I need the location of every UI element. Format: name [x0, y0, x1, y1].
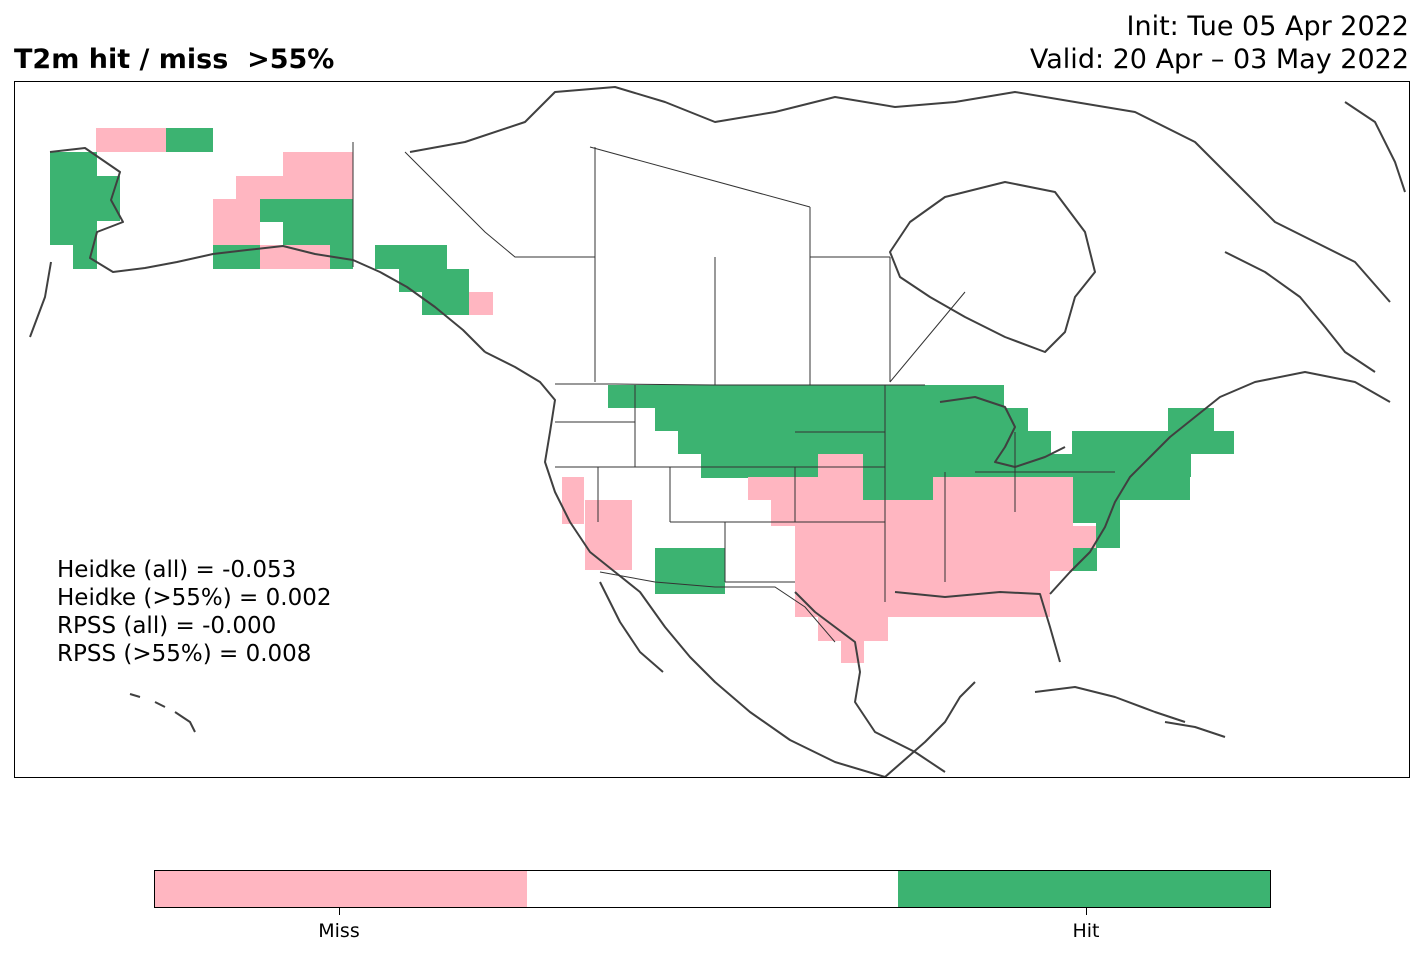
hispaniola-coast [1164, 721, 1226, 738]
grid-cell-miss [236, 176, 353, 199]
rpss-55-score: RPSS (>55%) = 0.008 [57, 641, 312, 667]
map-canvas [29, 86, 1406, 777]
grid-cell-hit [678, 431, 1051, 454]
gulf-coast [794, 591, 946, 773]
date-info: Init: Tue 05 Apr 2022 Valid: 20 Apr – 03… [1030, 10, 1409, 76]
us-canada-border [555, 383, 925, 386]
coastlines [29, 86, 1406, 777]
grid-cell-miss [562, 477, 584, 524]
rpss-all-score: RPSS (all) = -0.000 [57, 613, 277, 639]
grid-cell-hit [50, 152, 97, 176]
heidke-all-score: Heidke (all) = -0.053 [57, 557, 297, 583]
grid-cell-hit [911, 478, 933, 500]
colorbar [154, 870, 1271, 908]
central-america [884, 681, 976, 777]
hudson-bay [889, 181, 1096, 353]
grid-cell-hit [166, 128, 213, 152]
valid-range: Valid: 20 Apr – 03 May 2022 [1029, 44, 1409, 75]
canada-province-lines [404, 146, 966, 385]
grid-cell-miss [841, 641, 864, 663]
grid-cell-miss [469, 292, 493, 315]
grid-cell-miss [795, 548, 1073, 571]
grid-cell-miss [933, 477, 1073, 500]
grid-cell-hit [260, 199, 353, 222]
colorbar-segment-hit [898, 871, 1271, 907]
grid-cell-miss [213, 199, 260, 245]
heidke-55-score: Heidke (>55%) = 0.002 [57, 585, 332, 611]
pacific-coast [484, 351, 886, 777]
baja-coast [599, 581, 664, 673]
grid-cell-hit [330, 245, 353, 269]
init-date: Init: Tue 05 Apr 2022 [1126, 11, 1410, 42]
great-lakes [939, 396, 1066, 468]
grid-cell-hit [1073, 500, 1120, 523]
grid-cell-hit [1073, 548, 1097, 571]
grid-cell-miss [818, 617, 888, 641]
grid-cell-miss [585, 500, 632, 570]
grid-cell-miss [795, 571, 1050, 593]
grid-cell-miss [283, 152, 353, 176]
us-gulf-coast [894, 591, 1061, 663]
grid-cells [50, 128, 1234, 663]
grid-cell-hit [655, 548, 725, 594]
us-mexico-border [599, 571, 836, 643]
colorbar-tick-hit [1086, 908, 1087, 915]
us-state-lines [555, 385, 1115, 602]
grid-cell-hit [608, 385, 1004, 408]
colorbar-tick-miss [339, 908, 340, 915]
colorbar-segment-neutral [526, 871, 899, 907]
grid-cell-hit [399, 269, 469, 292]
political-borders [352, 142, 1115, 643]
grid-cell-hit [1072, 431, 1234, 454]
grid-cell-hit [1120, 477, 1190, 500]
grid-cell-miss [96, 128, 166, 152]
atlantic-coast [1049, 371, 1391, 595]
grid-cell-hit [375, 245, 447, 269]
skill-scores: Heidke (all) = -0.053 Heidke (>55%) = 0.… [57, 556, 331, 668]
grid-cell-hit [701, 454, 818, 478]
hawaii [129, 693, 196, 733]
grid-cell-hit [50, 221, 97, 245]
map-title: T2m hit / miss >55% [14, 44, 335, 75]
cuba-coast [1034, 686, 1186, 723]
colorbar-segment-miss [155, 871, 527, 907]
map-panel [14, 81, 1410, 778]
arctic-coast [409, 86, 1391, 303]
labrador-coast [1224, 251, 1376, 373]
grid-cell-miss [818, 454, 863, 478]
grid-cell-miss [748, 477, 863, 500]
grid-cell-hit [50, 176, 120, 221]
alaska-coast [49, 147, 486, 353]
grid-cell-hit [655, 408, 1028, 431]
colorbar-label-hit: Hit [1072, 920, 1100, 942]
grid-cell-miss [795, 593, 1050, 617]
aleutian-coast [29, 261, 52, 338]
colorbar-label-miss: Miss [318, 920, 360, 942]
grid-cell-hit [283, 222, 353, 245]
greenland-coast [1344, 101, 1406, 193]
grid-cell-hit [422, 292, 469, 315]
